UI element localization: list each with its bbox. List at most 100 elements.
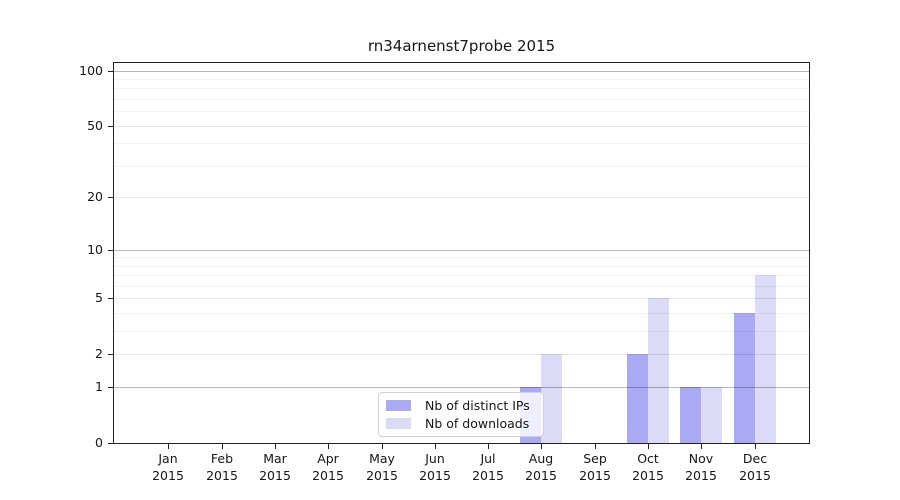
grid-minor-70	[114, 99, 809, 101]
bar-downloads-dec	[754, 275, 776, 443]
x-tick-label-oct: Oct 2015	[608, 450, 688, 484]
x-tick-feb	[222, 444, 223, 449]
x-tick-month: Aug	[528, 451, 554, 466]
plot-area	[113, 62, 810, 444]
grid-major-1	[114, 387, 809, 389]
grid-minor-9	[114, 257, 809, 259]
chart-title: rn34arnenst7probe 2015	[367, 37, 556, 55]
x-tick-month: Nov	[688, 451, 714, 466]
y-tick-label-10: 10	[87, 242, 103, 257]
x-tick-year: 2015	[739, 468, 771, 483]
x-tick-label-dec: Dec 2015	[715, 450, 795, 484]
grid-minor-8	[114, 265, 809, 267]
x-tick-nov	[701, 444, 702, 449]
x-tick-label-jun: Jun 2015	[395, 450, 475, 484]
bar-distinct-ips-nov	[680, 387, 702, 443]
x-tick-dec	[755, 444, 756, 449]
grid-minor-80	[114, 88, 809, 90]
x-tick-oct	[648, 444, 649, 449]
x-tick-label-jan: Jan 2015	[128, 450, 208, 484]
x-tick-month: Mar	[263, 451, 287, 466]
legend-item-distinct-ips: Nb of distinct IPs	[386, 398, 543, 413]
x-tick-year: 2015	[685, 468, 717, 483]
grid-minor-30	[114, 165, 809, 167]
grid-major-2	[114, 354, 809, 356]
x-tick-year: 2015	[579, 468, 611, 483]
bar-distinct-ips-oct	[627, 354, 649, 443]
x-tick-year: 2015	[206, 468, 238, 483]
x-tick-jan	[168, 444, 169, 449]
y-tick-0	[108, 443, 113, 444]
x-tick-label-sep: Sep 2015	[555, 450, 635, 484]
x-tick-year: 2015	[472, 468, 504, 483]
x-tick-year: 2015	[419, 468, 451, 483]
x-tick-jul	[488, 444, 489, 449]
y-tick-label-2: 2	[95, 346, 103, 361]
y-tick-50	[108, 126, 113, 127]
y-tick-label-100: 100	[79, 63, 103, 78]
x-tick-year: 2015	[632, 468, 664, 483]
y-tick-10	[108, 250, 113, 251]
x-tick-year: 2015	[152, 468, 184, 483]
x-tick-month: Apr	[317, 451, 339, 466]
grid-minor-40	[114, 143, 809, 145]
x-tick-apr	[328, 444, 329, 449]
y-tick-100	[108, 71, 113, 72]
x-tick-label-mar: Mar 2015	[235, 450, 315, 484]
x-tick-label-apr: Apr 2015	[288, 450, 368, 484]
x-tick-month: Dec	[742, 451, 768, 466]
legend-label-downloads: Nb of downloads	[425, 416, 530, 431]
x-tick-mar	[275, 444, 276, 449]
grid-major-20	[114, 197, 809, 199]
y-tick-5	[108, 298, 113, 299]
legend: Nb of distinct IPs Nb of downloads	[378, 392, 544, 437]
grid-major-10	[114, 249, 809, 251]
x-tick-aug	[541, 444, 542, 449]
grid-minor-6	[114, 286, 809, 287]
x-tick-year: 2015	[366, 468, 398, 483]
x-tick-month: May	[369, 451, 395, 466]
legend-swatch-downloads-icon	[386, 418, 411, 429]
y-tick-2	[108, 354, 113, 355]
legend-swatch-distinct-ips-icon	[386, 400, 411, 411]
x-tick-year: 2015	[312, 468, 344, 483]
x-tick-year: 2015	[525, 468, 557, 483]
x-tick-may	[382, 444, 383, 449]
x-tick-month: Feb	[210, 451, 234, 466]
x-tick-month: Jun	[425, 451, 445, 466]
x-tick-label-jul: Jul 2015	[448, 450, 528, 484]
y-tick-label-50: 50	[87, 118, 103, 133]
x-tick-month: Jul	[480, 451, 496, 466]
legend-label-distinct-ips: Nb of distinct IPs	[425, 398, 530, 413]
y-tick-label-1: 1	[95, 379, 103, 394]
x-tick-label-feb: Feb 2015	[182, 450, 262, 484]
y-tick-1	[108, 387, 113, 388]
x-tick-jun	[435, 444, 436, 449]
bar-distinct-ips-dec	[733, 313, 755, 443]
x-tick-label-may: May 2015	[342, 450, 422, 484]
y-tick-label-20: 20	[87, 189, 103, 204]
grid-major-50	[114, 125, 809, 127]
bar-downloads-nov	[701, 387, 723, 443]
y-tick-label-0: 0	[95, 435, 103, 450]
bar-downloads-aug	[541, 354, 563, 443]
bar-downloads-oct	[648, 298, 670, 443]
grid-minor-3	[114, 331, 809, 333]
x-tick-month: Sep	[583, 451, 607, 466]
y-tick-20	[108, 197, 113, 198]
grid-major-5	[114, 298, 809, 300]
x-tick-sep	[595, 444, 596, 449]
x-tick-label-aug: Aug 2015	[501, 450, 581, 484]
x-tick-month: Oct	[637, 451, 659, 466]
x-tick-month: Jan	[158, 451, 178, 466]
grid-major-100	[114, 70, 809, 72]
legend-item-downloads: Nb of downloads	[386, 416, 543, 431]
x-tick-label-nov: Nov 2015	[661, 450, 741, 484]
grid-minor-60	[114, 111, 809, 113]
grid-minor-4	[114, 313, 809, 315]
y-tick-label-5: 5	[95, 290, 103, 305]
x-tick-year: 2015	[259, 468, 291, 483]
grid-minor-7	[114, 275, 809, 277]
grid-minor-90	[114, 79, 809, 80]
